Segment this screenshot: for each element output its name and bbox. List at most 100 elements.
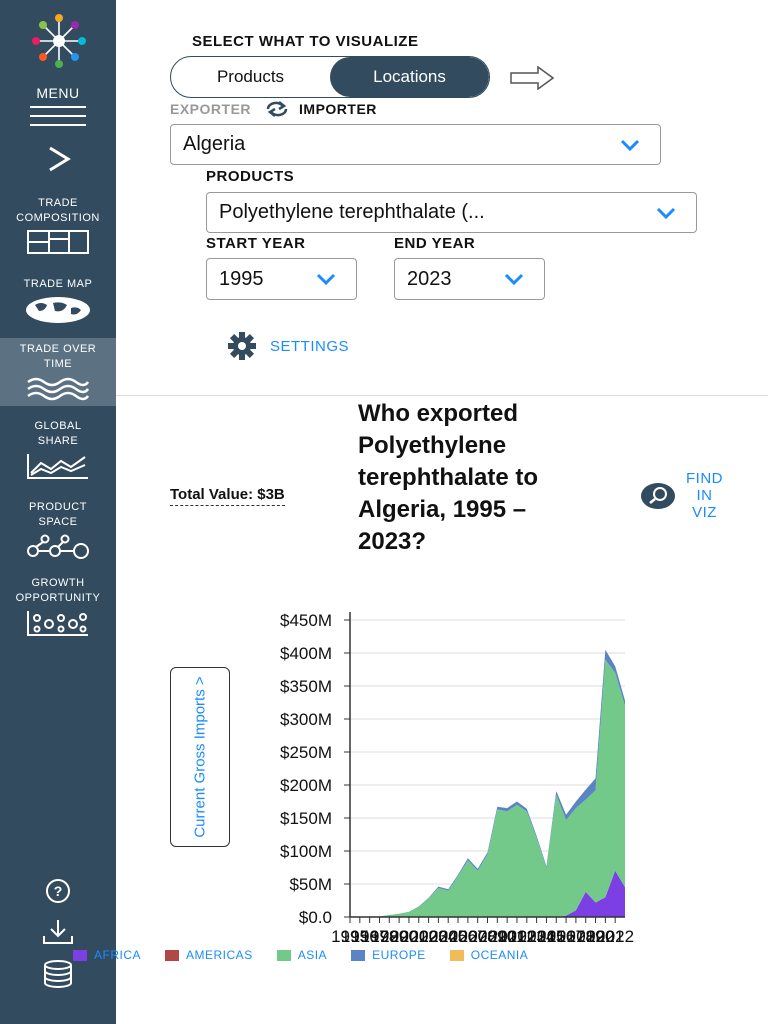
x-tick-label: 2018 xyxy=(557,927,595,945)
download-button[interactable] xyxy=(0,918,116,951)
chevron-down-icon xyxy=(316,273,336,285)
total-value[interactable]: Total Value: $3B xyxy=(170,486,285,506)
section-title: SELECT WHAT TO VISUALIZE xyxy=(192,33,419,50)
app-logo[interactable] xyxy=(24,14,94,68)
legend-label: AFRICA xyxy=(94,948,142,962)
legend-item-africa[interactable]: AFRICA xyxy=(73,948,141,962)
treemap-icon xyxy=(27,230,89,254)
menu-button[interactable]: MENU xyxy=(0,86,116,127)
nav-label: TRADE MAP xyxy=(23,278,93,290)
hamburger-icon xyxy=(30,106,86,126)
chevron-down-icon xyxy=(620,139,640,151)
nav-label: GLOBAL xyxy=(34,420,82,432)
x-tick-label: 2017 xyxy=(547,927,585,945)
product-value: Polyethylene terephthalate (... xyxy=(219,201,485,223)
y-tick-label: $150M xyxy=(280,809,332,828)
product-select[interactable]: Polyethylene terephthalate (... xyxy=(206,192,697,233)
find-in-viz-button[interactable]: FIND IN VIZ xyxy=(640,470,723,521)
question-icon: ? xyxy=(46,879,70,903)
nav-trade-over-time[interactable]: TRADE OVER TIME xyxy=(0,338,116,406)
x-tick-label: 2009 xyxy=(469,927,507,945)
legend-item-oceania[interactable]: OCEANIA xyxy=(449,948,529,962)
network-graph-icon xyxy=(27,534,89,559)
exporter-label[interactable]: EXPORTER xyxy=(170,101,252,117)
expand-sidebar-button[interactable] xyxy=(46,145,72,178)
nav-growth-opportunity[interactable]: GROWTH OPPORTUNITY xyxy=(0,576,116,636)
legend-swatch xyxy=(449,949,464,961)
nav-global-share[interactable]: GLOBAL SHARE xyxy=(0,419,116,479)
toggle-products[interactable]: Products xyxy=(216,67,285,86)
nav-label: PRODUCT xyxy=(29,501,87,513)
x-tick-label: 2002 xyxy=(400,927,438,945)
y-tick-label: $350M xyxy=(280,677,332,696)
y-axis-toggle-button[interactable]: Current Gross Imports > xyxy=(170,667,230,847)
x-tick-label: 2005 xyxy=(429,927,467,945)
nav-label: TIME xyxy=(43,358,73,370)
nav-label: TRADE xyxy=(38,197,78,209)
line-chart-icon xyxy=(27,454,88,479)
find-label: FIND xyxy=(686,470,723,487)
nav-label: TRADE OVER xyxy=(19,343,97,355)
nav-trade-composition[interactable]: TRADE COMPOSITION xyxy=(0,196,116,254)
stacked-area-chart: $0.0 $50M $100M $150M $200M $250M $300M $350M $4… xyxy=(280,611,634,945)
location-select[interactable]: Algeria xyxy=(170,124,661,165)
area-africa xyxy=(350,870,625,917)
products-label: PRODUCTS xyxy=(206,168,295,185)
chevron-down-icon xyxy=(504,273,524,285)
toggle-locations[interactable]: Locations xyxy=(330,57,489,97)
menu-label: MENU xyxy=(36,85,80,101)
legend-swatch xyxy=(276,949,291,961)
nav-label: GROWTH xyxy=(31,577,85,589)
area-asia xyxy=(350,659,625,917)
legend-item-europe[interactable]: EUROPE xyxy=(351,948,426,962)
viz-label: VIZ xyxy=(692,504,717,521)
products-locations-toggle[interactable]: Products Locations xyxy=(170,56,490,98)
viz-title: Who exported Polyethylene terephthalate … xyxy=(358,400,539,555)
sidebar: MENU TRADE COMPOSITION TRADE MAP TRADE O… xyxy=(0,0,116,1024)
y-tick-label: $50M xyxy=(289,875,332,894)
x-tick-label: 2008 xyxy=(459,927,497,945)
chart-legend: AFRICA AMERICAS ASIA EUROPE OCEANIA xyxy=(73,948,552,962)
end-year-label: END YEAR xyxy=(394,235,476,252)
help-button[interactable]: ? xyxy=(0,878,116,909)
x-tick-label: 1995 xyxy=(331,927,369,945)
start-year-value: 1995 xyxy=(219,267,264,290)
arrow-right-icon[interactable] xyxy=(510,66,554,90)
y-tick-label: $300M xyxy=(280,710,332,729)
y-tick-label: $200M xyxy=(280,776,332,795)
y-tick-label: $100M xyxy=(280,842,332,861)
data-button[interactable] xyxy=(0,960,116,993)
chevron-down-icon xyxy=(656,207,676,219)
nav-label: SHARE xyxy=(37,435,79,447)
legend-label: EUROPE xyxy=(372,948,426,962)
x-tick-label: 2020 xyxy=(577,927,615,945)
nav-label: COMPOSITION xyxy=(16,212,100,224)
legend-swatch xyxy=(73,949,87,961)
start-year-select[interactable]: 1995 xyxy=(206,258,357,300)
nav-label: OPPORTUNITY xyxy=(15,592,101,604)
world-map-icon xyxy=(26,297,90,323)
gear-icon xyxy=(228,332,256,360)
x-tick-label: 2014 xyxy=(518,927,556,945)
x-tick-label: 1999 xyxy=(370,927,408,945)
x-tick-label: 2012 xyxy=(498,927,536,945)
x-tick-label: 2010 xyxy=(478,927,516,945)
nav-trade-map[interactable]: TRADE MAP xyxy=(0,277,116,324)
x-tick-label: 2019 xyxy=(567,927,605,945)
importer-label[interactable]: IMPORTER xyxy=(299,101,377,117)
legend-label: OCEANIA xyxy=(470,948,529,962)
exporter-importer-switch[interactable]: EXPORTER IMPORTER xyxy=(170,100,377,118)
end-year-value: 2023 xyxy=(407,267,452,290)
search-icon xyxy=(641,482,675,509)
legend-item-asia[interactable]: ASIA xyxy=(276,948,327,962)
settings-button[interactable]: SETTINGS xyxy=(224,332,349,360)
stacked-area-icon xyxy=(27,377,89,401)
swap-icon[interactable] xyxy=(265,100,289,118)
end-year-select[interactable]: 2023 xyxy=(394,258,545,300)
divider xyxy=(116,395,768,396)
nav-product-space[interactable]: PRODUCT SPACE xyxy=(0,500,116,560)
x-tick-label: 1997 xyxy=(351,927,389,945)
x-tick-label: 2013 xyxy=(508,927,546,945)
legend-item-americas[interactable]: AMERICAS xyxy=(165,948,253,962)
legend-swatch xyxy=(351,949,366,961)
